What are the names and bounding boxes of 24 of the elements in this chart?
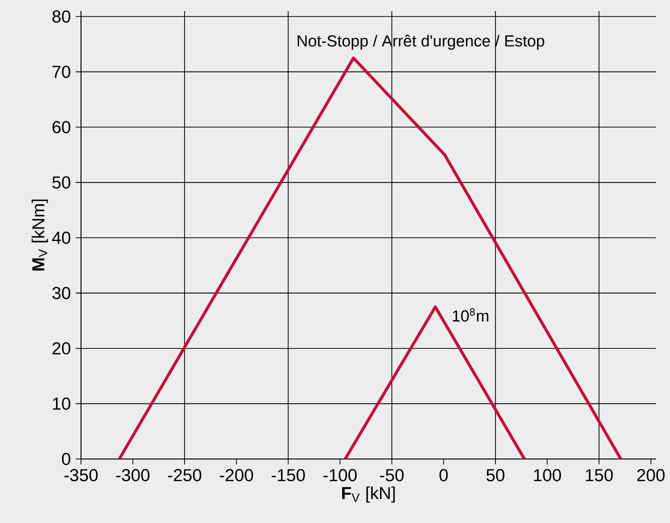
x-tick-label: -100 <box>323 469 357 482</box>
x-tick-label: -150 <box>272 469 305 482</box>
x-tick-label: -300 <box>116 469 150 482</box>
y-tick-label: 0 <box>62 452 70 466</box>
x-axis-title: F$_{V}$ [kN] <box>342 486 395 503</box>
y-axis-title: M$_{V}$ [kNm] <box>32 200 48 270</box>
y-tick-label: 40 <box>52 232 70 244</box>
x-tick-label: 200 <box>637 469 665 482</box>
x-tick-label: -350 <box>64 469 98 482</box>
annotation: 10$^{8}$m <box>452 308 488 322</box>
x-tick-label: 50 <box>486 469 504 482</box>
y-tick-label: 50 <box>52 176 70 189</box>
x-tick-label: 0 <box>439 469 448 482</box>
y-tick-label: 80 <box>52 10 70 23</box>
x-tick-label: -200 <box>220 469 254 482</box>
x-tick-label: 100 <box>534 469 562 482</box>
y-tick-label: 10 <box>53 398 70 410</box>
y-tick-label: 20 <box>52 342 70 355</box>
y-tick-label: 30 <box>52 286 70 300</box>
y-tick-label: 70 <box>52 66 70 78</box>
x-tick-label: 150 <box>586 469 613 482</box>
x-tick-label: -250 <box>168 469 202 482</box>
x-tick-label: -50 <box>380 469 404 482</box>
y-tick-label: 60 <box>52 121 70 134</box>
